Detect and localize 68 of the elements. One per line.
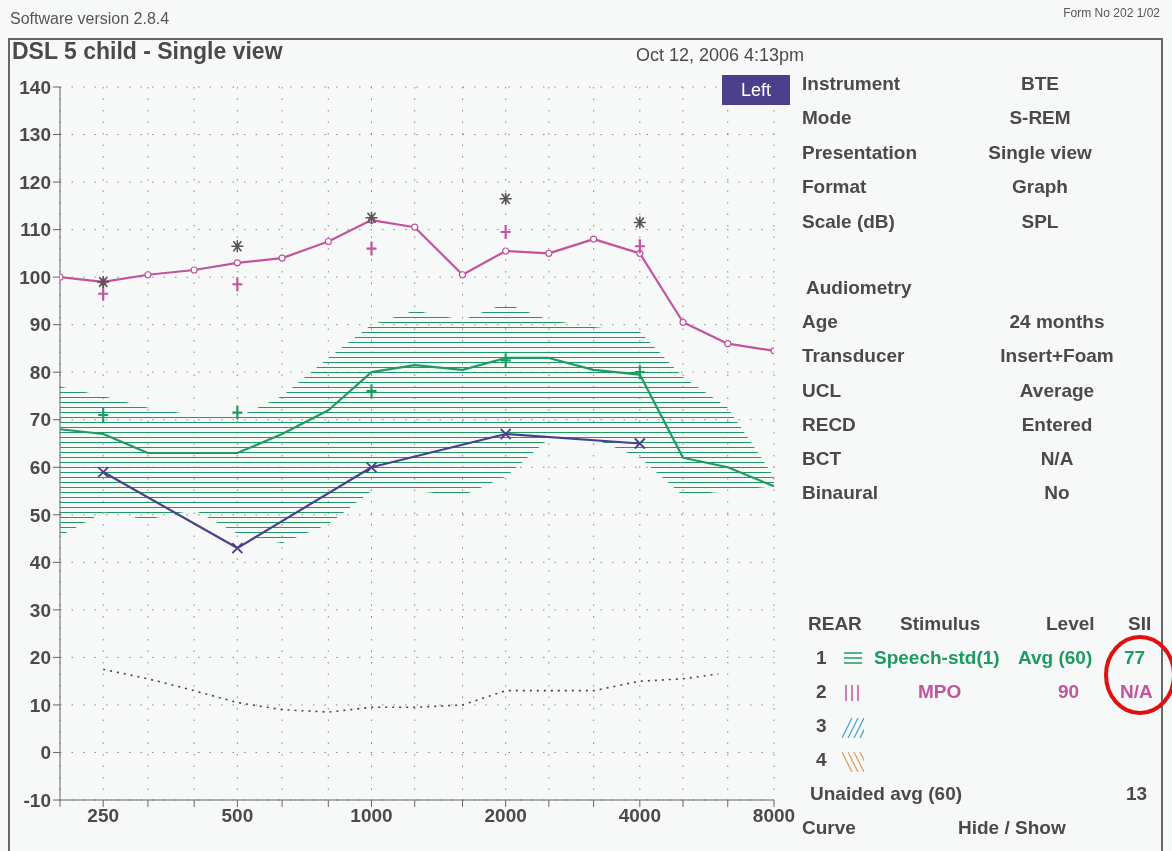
y-tick-label: 110	[20, 219, 51, 241]
text: REAR	[808, 613, 862, 635]
text: Mode	[802, 107, 852, 129]
y-tick-label: 90	[29, 314, 51, 336]
y-tick-label: 20	[29, 647, 51, 669]
y-tick-label: 10	[29, 694, 51, 716]
text: 4	[816, 749, 827, 771]
text: 2	[816, 681, 827, 703]
text: Avg (60)	[1018, 647, 1093, 669]
text: Binaural	[802, 482, 879, 504]
x-tick-label: 8000	[752, 805, 796, 827]
y-tick-label: -10	[23, 789, 51, 811]
text: Presentation	[802, 142, 918, 164]
text: S-REM	[1009, 107, 1071, 129]
x-tick-label: 4000	[618, 805, 661, 827]
x-tick-label: 500	[221, 805, 254, 827]
y-tick-label: 70	[29, 409, 51, 431]
text: N/A	[1120, 681, 1153, 703]
text: 24 months	[1009, 311, 1105, 333]
text: Average	[1019, 380, 1095, 402]
annotation: Left	[722, 75, 790, 105]
text: BCT	[802, 448, 842, 470]
text: RECD	[802, 414, 856, 436]
text: Level	[1046, 613, 1095, 635]
text: Instrument	[802, 73, 901, 95]
text: Hide / Show	[958, 817, 1066, 839]
text: Format	[802, 176, 867, 198]
legend-label: Speech-std(1)	[874, 647, 1000, 669]
text: SII	[1128, 613, 1152, 635]
x-tick-label: 1000	[350, 805, 393, 827]
text: Stimulus	[900, 613, 981, 635]
text: Insert+Foam	[1000, 345, 1114, 367]
text: 77	[1124, 647, 1146, 669]
text: 90	[1058, 681, 1080, 703]
chart-subtitle: Oct 12, 2006 4:13pm	[636, 45, 805, 66]
text: 13	[1126, 783, 1148, 805]
text: Single view	[988, 142, 1092, 164]
y-tick-label: 60	[29, 457, 51, 479]
text: Unaided avg (60)	[810, 783, 963, 805]
y-tick-label: 50	[29, 504, 51, 526]
text: MPO	[918, 681, 962, 703]
text: BTE	[1021, 73, 1059, 95]
chart-title: DSL 5 child - Single view	[12, 38, 283, 65]
text: 1	[816, 647, 827, 669]
text: Entered	[1021, 414, 1093, 436]
text: Form No 202 1/02	[1063, 6, 1160, 20]
text: Audiometry	[806, 277, 912, 299]
y-tick-label: 140	[19, 76, 51, 98]
text: N/A	[1040, 448, 1074, 470]
text: Graph	[1012, 176, 1068, 198]
y-tick-label: 130	[19, 124, 51, 146]
text: Software version 2.8.4	[10, 10, 170, 28]
text: No	[1044, 482, 1070, 504]
x-tick-label: 2000	[484, 805, 527, 827]
y-tick-label: 100	[19, 266, 51, 288]
text: Curve	[802, 817, 856, 839]
text: Transducer	[802, 345, 905, 367]
y-tick-label: 30	[29, 599, 51, 621]
text: SPL	[1021, 211, 1059, 233]
x-tick-label: 250	[87, 805, 120, 827]
y-tick-label: 0	[40, 742, 51, 764]
text: Scale (dB)	[802, 211, 895, 233]
text: Age	[802, 311, 838, 333]
y-tick-label: 40	[29, 552, 51, 574]
y-tick-label: 120	[19, 171, 51, 193]
text: 3	[816, 715, 827, 737]
text: UCL	[802, 380, 842, 402]
y-tick-label: 80	[29, 361, 51, 383]
